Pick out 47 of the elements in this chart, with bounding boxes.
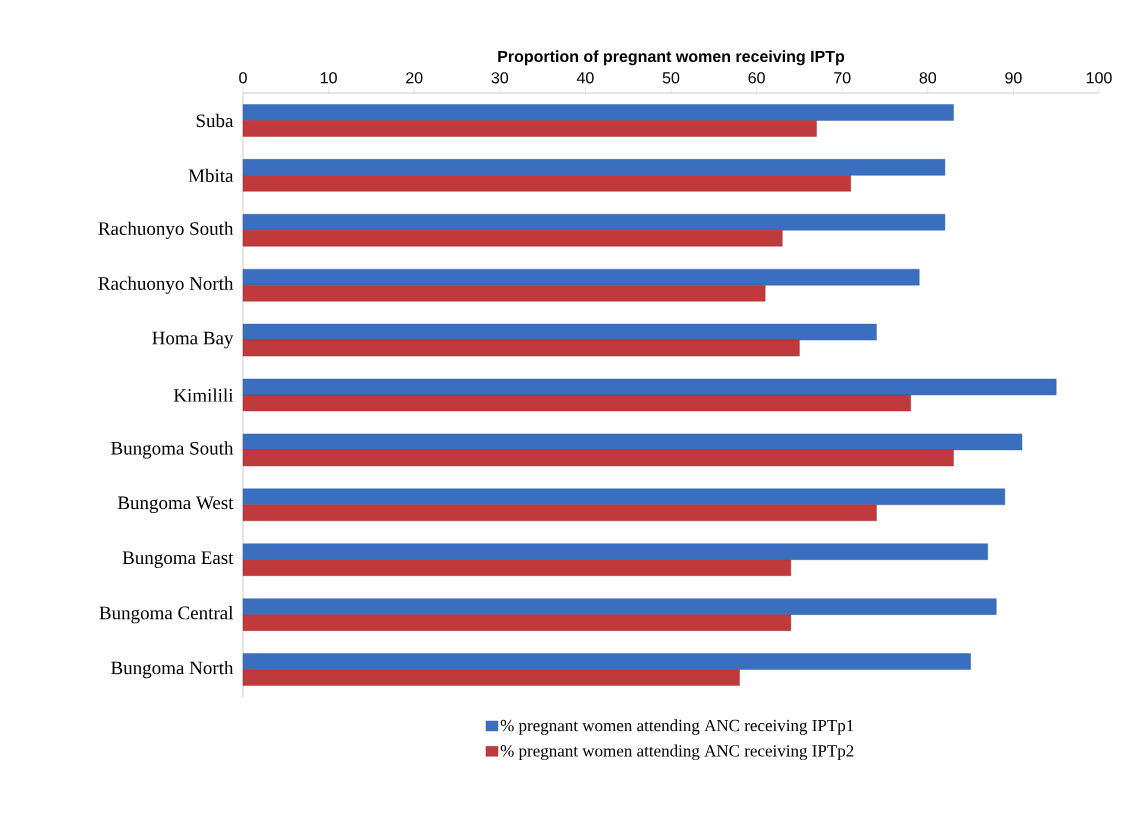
bar xyxy=(242,449,954,467)
y-tick-label: Bungoma East xyxy=(122,551,234,568)
x-tick-label: 90 xyxy=(1005,72,1022,84)
x-tick-label: 40 xyxy=(576,72,594,84)
y-tick-label: Bungoma North xyxy=(111,660,234,679)
bar xyxy=(242,284,766,302)
bar xyxy=(242,268,920,286)
bar xyxy=(242,614,792,631)
bar xyxy=(242,378,1057,396)
bar xyxy=(242,653,971,670)
y-tick-label: Kimilili xyxy=(173,388,234,402)
y-tick-label: Suba xyxy=(196,113,234,128)
bar xyxy=(242,559,792,576)
legend-label: % pregnant women attending ANC receiving IPTp2 xyxy=(500,744,854,761)
bar xyxy=(242,175,851,192)
bar xyxy=(242,394,911,412)
x-tick-label: 20 xyxy=(406,72,423,84)
bar xyxy=(242,230,783,247)
x-tick-label: 100 xyxy=(1086,72,1112,84)
y-tick-label: Bungoma South xyxy=(111,441,234,459)
y-tick-label: Rachuonyo North xyxy=(98,276,234,294)
bar xyxy=(242,488,1006,506)
bar xyxy=(242,543,988,560)
bar xyxy=(242,598,997,615)
y-tick-label: Homa Bay xyxy=(152,331,234,349)
bar xyxy=(242,104,954,121)
x-tick-label: 80 xyxy=(919,72,937,84)
legend-label: % pregnant women attending ANC receiving IPTp1 xyxy=(500,719,854,735)
y-tick-label: Mbita xyxy=(188,168,234,183)
bar xyxy=(242,504,877,522)
bar xyxy=(242,669,740,686)
bar xyxy=(242,323,877,341)
x-tick-label: 60 xyxy=(748,72,765,84)
bar xyxy=(242,214,946,231)
bar xyxy=(242,120,817,137)
x-tick-label: 30 xyxy=(491,72,509,84)
y-tick-label: Rachuonyo South xyxy=(98,221,234,239)
bar xyxy=(242,159,946,176)
x-axis-title: Proportion of pregnant women receiving IPTp xyxy=(498,50,845,66)
x-tick-label: 50 xyxy=(662,72,680,84)
y-tick-label: Bungoma Central xyxy=(99,606,234,624)
x-tick-label: 70 xyxy=(834,72,851,84)
y-tick-label: Bungoma West xyxy=(117,496,234,514)
x-tick-label: 0 xyxy=(239,72,247,84)
bar xyxy=(242,433,1023,451)
x-tick-label: 10 xyxy=(320,72,337,84)
bar xyxy=(242,339,800,357)
